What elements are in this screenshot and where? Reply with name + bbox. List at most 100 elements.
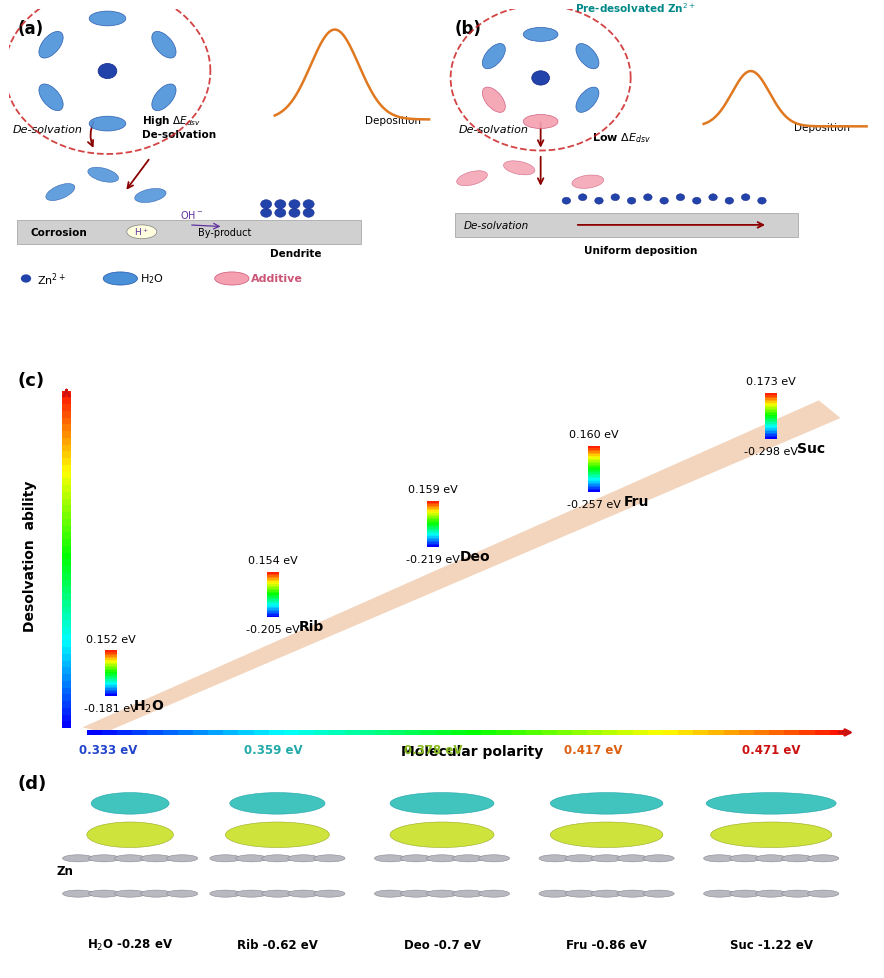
FancyBboxPatch shape <box>267 586 279 588</box>
FancyBboxPatch shape <box>588 459 599 461</box>
Circle shape <box>375 855 406 862</box>
FancyBboxPatch shape <box>617 730 633 735</box>
FancyBboxPatch shape <box>427 508 439 510</box>
FancyBboxPatch shape <box>62 506 72 512</box>
Ellipse shape <box>88 168 118 183</box>
FancyBboxPatch shape <box>105 655 117 657</box>
FancyBboxPatch shape <box>427 518 439 520</box>
Circle shape <box>729 890 761 897</box>
FancyBboxPatch shape <box>62 715 72 722</box>
FancyBboxPatch shape <box>588 447 599 449</box>
FancyBboxPatch shape <box>62 694 72 701</box>
Circle shape <box>453 890 484 897</box>
FancyBboxPatch shape <box>427 539 439 541</box>
Circle shape <box>742 195 750 201</box>
FancyBboxPatch shape <box>588 469 599 471</box>
FancyBboxPatch shape <box>267 608 279 610</box>
FancyBboxPatch shape <box>427 510 439 511</box>
FancyBboxPatch shape <box>267 584 279 586</box>
FancyBboxPatch shape <box>633 730 648 735</box>
FancyBboxPatch shape <box>269 730 284 735</box>
FancyBboxPatch shape <box>766 401 777 403</box>
Ellipse shape <box>576 44 599 69</box>
Text: (c): (c) <box>18 372 44 389</box>
FancyBboxPatch shape <box>588 462 599 464</box>
FancyBboxPatch shape <box>588 473 599 475</box>
FancyBboxPatch shape <box>105 659 117 661</box>
FancyBboxPatch shape <box>62 419 72 424</box>
Circle shape <box>758 198 766 205</box>
FancyBboxPatch shape <box>62 405 72 412</box>
FancyBboxPatch shape <box>105 673 117 675</box>
FancyBboxPatch shape <box>267 589 279 591</box>
Circle shape <box>692 198 701 205</box>
Ellipse shape <box>134 190 166 203</box>
Text: H$^+$: H$^+$ <box>134 226 149 238</box>
FancyBboxPatch shape <box>62 412 72 419</box>
Circle shape <box>478 855 509 862</box>
FancyBboxPatch shape <box>87 730 102 735</box>
FancyBboxPatch shape <box>542 730 557 735</box>
FancyBboxPatch shape <box>588 489 599 491</box>
Text: 0.159 eV: 0.159 eV <box>408 485 458 495</box>
FancyBboxPatch shape <box>588 476 599 478</box>
Ellipse shape <box>225 822 330 848</box>
FancyBboxPatch shape <box>784 730 799 735</box>
Circle shape <box>98 65 117 79</box>
FancyBboxPatch shape <box>314 730 330 735</box>
FancyBboxPatch shape <box>267 578 279 580</box>
Circle shape <box>236 890 267 897</box>
Circle shape <box>659 198 668 205</box>
Circle shape <box>643 855 674 862</box>
Ellipse shape <box>152 85 176 111</box>
FancyBboxPatch shape <box>105 684 117 686</box>
FancyBboxPatch shape <box>62 492 72 499</box>
FancyBboxPatch shape <box>588 464 599 466</box>
FancyBboxPatch shape <box>766 403 777 405</box>
Text: (d): (d) <box>18 775 47 792</box>
FancyBboxPatch shape <box>588 487 599 489</box>
Ellipse shape <box>390 822 494 848</box>
FancyBboxPatch shape <box>267 605 279 607</box>
FancyBboxPatch shape <box>427 512 439 514</box>
FancyBboxPatch shape <box>766 422 777 424</box>
FancyBboxPatch shape <box>267 574 279 575</box>
FancyBboxPatch shape <box>766 423 777 425</box>
FancyBboxPatch shape <box>330 730 345 735</box>
Circle shape <box>578 195 587 201</box>
FancyBboxPatch shape <box>62 587 72 594</box>
Circle shape <box>704 855 735 862</box>
FancyBboxPatch shape <box>427 545 439 547</box>
FancyBboxPatch shape <box>588 457 599 459</box>
FancyBboxPatch shape <box>766 421 777 422</box>
Circle shape <box>808 855 839 862</box>
FancyBboxPatch shape <box>62 607 72 614</box>
FancyBboxPatch shape <box>62 438 72 445</box>
FancyBboxPatch shape <box>267 583 279 585</box>
Circle shape <box>729 855 761 862</box>
Text: Rib: Rib <box>299 619 324 634</box>
Circle shape <box>262 855 293 862</box>
FancyBboxPatch shape <box>766 426 777 428</box>
FancyBboxPatch shape <box>62 614 72 620</box>
Text: Desolvation  ability: Desolvation ability <box>24 480 37 632</box>
Circle shape <box>210 855 241 862</box>
FancyBboxPatch shape <box>105 691 117 693</box>
FancyBboxPatch shape <box>588 472 599 474</box>
FancyBboxPatch shape <box>588 486 599 488</box>
Text: Deposition: Deposition <box>794 122 850 133</box>
FancyBboxPatch shape <box>178 730 193 735</box>
FancyBboxPatch shape <box>427 516 439 518</box>
Ellipse shape <box>483 88 506 113</box>
Circle shape <box>141 890 171 897</box>
Ellipse shape <box>576 88 599 113</box>
FancyBboxPatch shape <box>105 658 117 660</box>
Circle shape <box>426 890 458 897</box>
FancyBboxPatch shape <box>62 668 72 675</box>
Circle shape <box>21 275 31 284</box>
FancyBboxPatch shape <box>766 415 777 417</box>
Circle shape <box>539 890 570 897</box>
Ellipse shape <box>39 85 63 111</box>
Circle shape <box>704 890 735 897</box>
Ellipse shape <box>550 793 663 815</box>
